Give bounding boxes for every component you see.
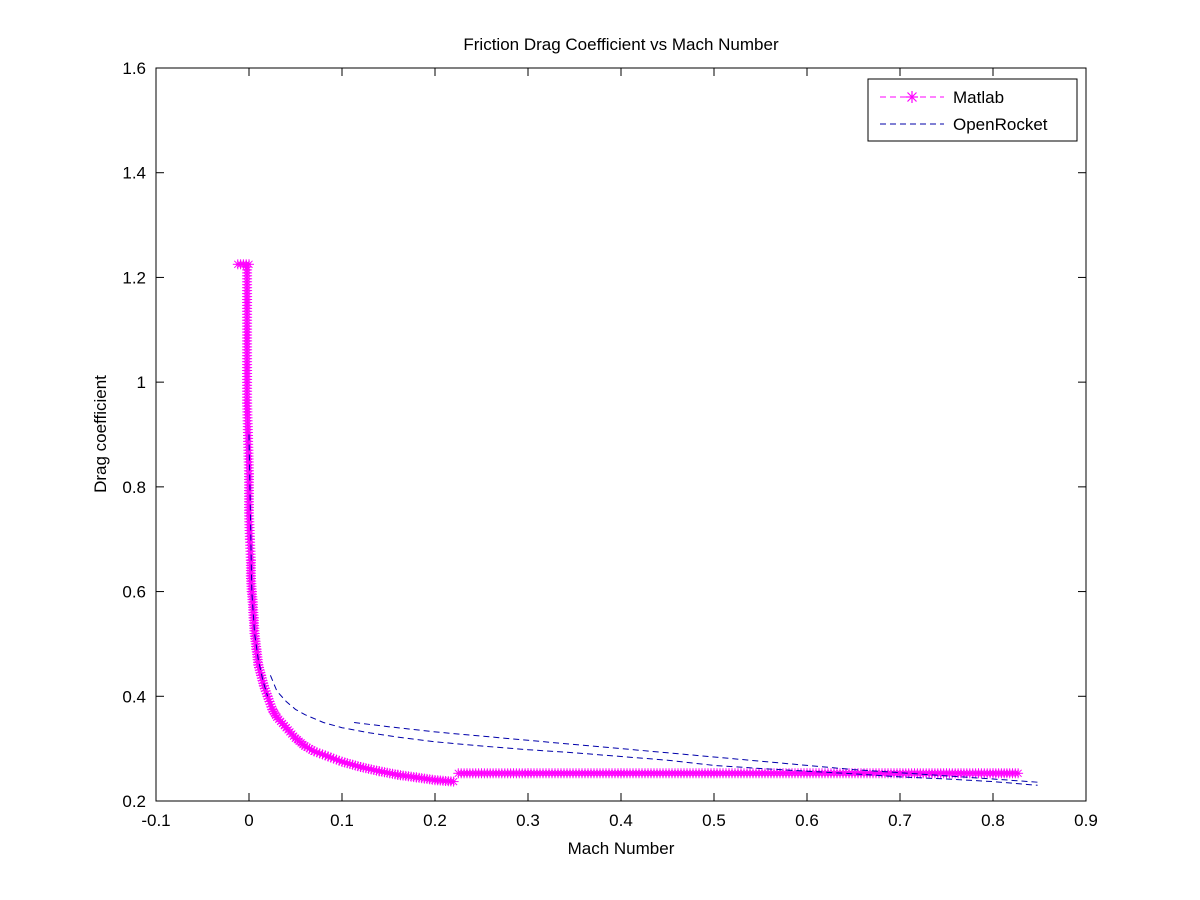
series-matlab xyxy=(232,259,1024,787)
y-tick-label: 1.6 xyxy=(122,59,146,78)
x-tick-label: 0.2 xyxy=(423,811,447,830)
series-marker-matlab xyxy=(1013,768,1024,779)
axis-ticks: -0.1 0 0.1 0.2 0.3 0.4 0.5 0.6 0.7 0.8 0.9 0.2 0.4 0.… xyxy=(122,59,1097,830)
y-tick-label: 1.2 xyxy=(122,268,146,287)
x-tick-label: 0.7 xyxy=(888,811,912,830)
y-axis-label: Drag coefficient xyxy=(91,375,110,493)
x-tick-label: 0.5 xyxy=(702,811,726,830)
y-tick-label: 0.4 xyxy=(122,687,146,706)
x-axis-label: Mach Number xyxy=(568,839,675,858)
x-tick-label: 0.6 xyxy=(795,811,819,830)
x-tick-label: 0.3 xyxy=(516,811,540,830)
x-tick-label: 0.8 xyxy=(981,811,1005,830)
x-tick-label: 0.9 xyxy=(1074,811,1098,830)
y-tick-label: 1.4 xyxy=(122,164,146,183)
axes-box xyxy=(155,67,1087,802)
legend-box xyxy=(867,78,1078,142)
y-tick-label: 0.6 xyxy=(122,583,146,602)
chart-title: Friction Drag Coefficient vs Mach Number xyxy=(463,35,779,54)
series-line-openrocket xyxy=(269,675,1038,786)
x-tick-label: -0.1 xyxy=(141,811,170,830)
y-tick-label: 1 xyxy=(137,373,146,392)
series-line-openrocket xyxy=(354,722,1038,783)
legend-label-openrocket: OpenRocket xyxy=(953,115,1048,134)
series-marker-matlab xyxy=(448,776,459,787)
legend-label-matlab: Matlab xyxy=(953,88,1004,107)
series-openrocket xyxy=(248,434,1038,786)
plot-series xyxy=(232,259,1038,787)
y-tick-label: 0.8 xyxy=(122,478,146,497)
plot-area xyxy=(156,68,1086,801)
legend: Matlab OpenRocket xyxy=(867,78,1078,142)
legend-marker-matlab xyxy=(906,91,918,103)
x-tick-label: 0.1 xyxy=(330,811,354,830)
x-tick-label: 0.4 xyxy=(609,811,633,830)
series-line-openrocket xyxy=(248,434,269,697)
x-tick-label: 0 xyxy=(244,811,253,830)
y-tick-label: 0.2 xyxy=(122,792,146,811)
